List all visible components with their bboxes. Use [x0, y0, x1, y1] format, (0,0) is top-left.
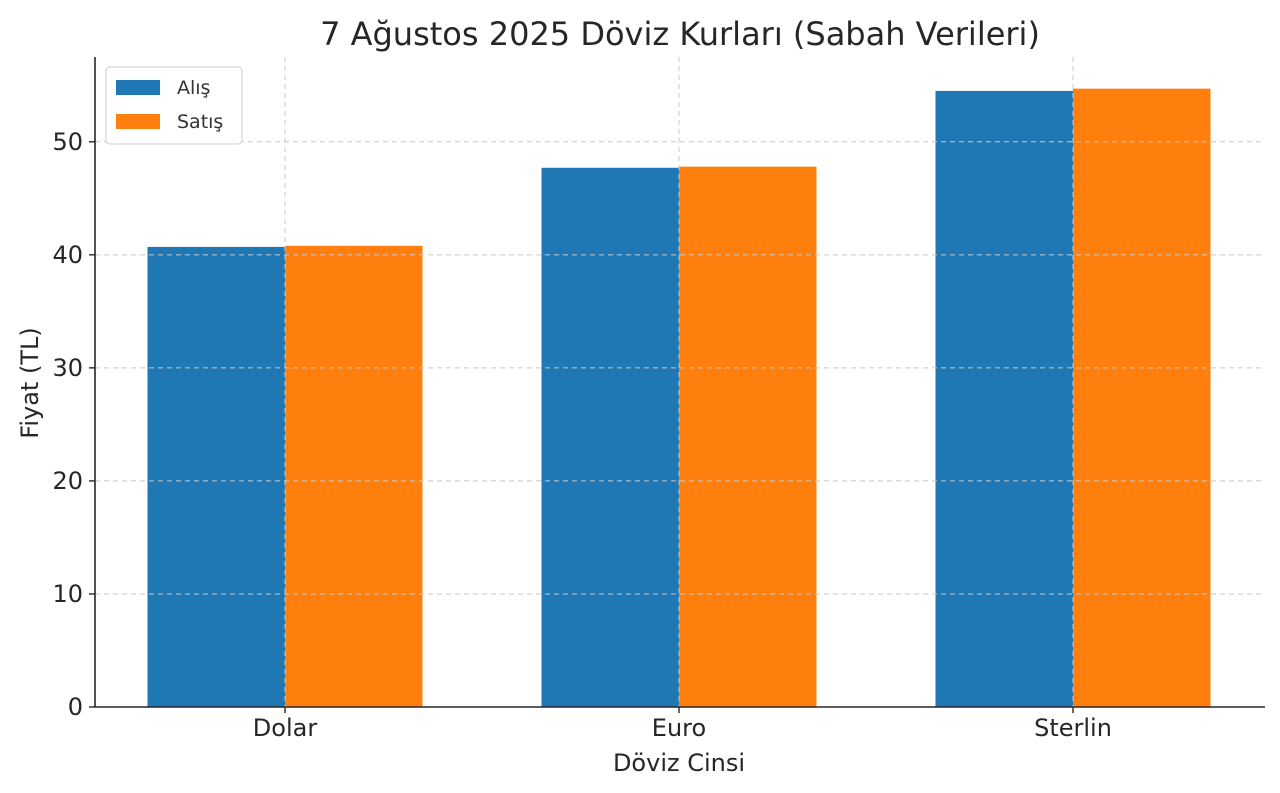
bar-sterlin-satis [1073, 88, 1211, 708]
y-tick-label: 10 [52, 580, 83, 608]
x-tick-label: Euro [652, 714, 706, 742]
bar-dolar-alis [147, 246, 285, 708]
grid [95, 57, 1265, 707]
y-tick-label: 0 [68, 693, 83, 721]
y-tick-label: 30 [52, 354, 83, 382]
y-tick-label: 40 [52, 241, 83, 269]
axes [94, 57, 1265, 708]
bar-sterlin-alis [935, 90, 1073, 708]
bars [147, 88, 1211, 708]
legend: Alış Satış [105, 66, 243, 145]
x-ticks: Dolar Euro Sterlin [253, 707, 1112, 742]
y-tick-label: 20 [52, 467, 83, 495]
y-axis-label: Fiyat (TL) [16, 327, 44, 438]
x-tick-label: Sterlin [1034, 714, 1112, 742]
legend-swatch-satis [116, 114, 160, 129]
y-ticks: 0 10 20 30 40 50 [52, 128, 95, 721]
bar-euro-alis [541, 167, 679, 708]
y-tick-label: 50 [52, 128, 83, 156]
legend-label-alis: Alış [177, 77, 210, 99]
x-axis-label: Döviz Cinsi [613, 749, 745, 777]
bar-dolar-satis [285, 245, 423, 708]
chart-title: 7 Ağustos 2025 Döviz Kurları (Sabah Veri… [320, 15, 1040, 53]
bar-euro-satis [679, 166, 817, 708]
x-tick-label: Dolar [253, 714, 318, 742]
legend-label-satis: Satış [177, 111, 223, 133]
legend-swatch-alis [116, 80, 160, 95]
